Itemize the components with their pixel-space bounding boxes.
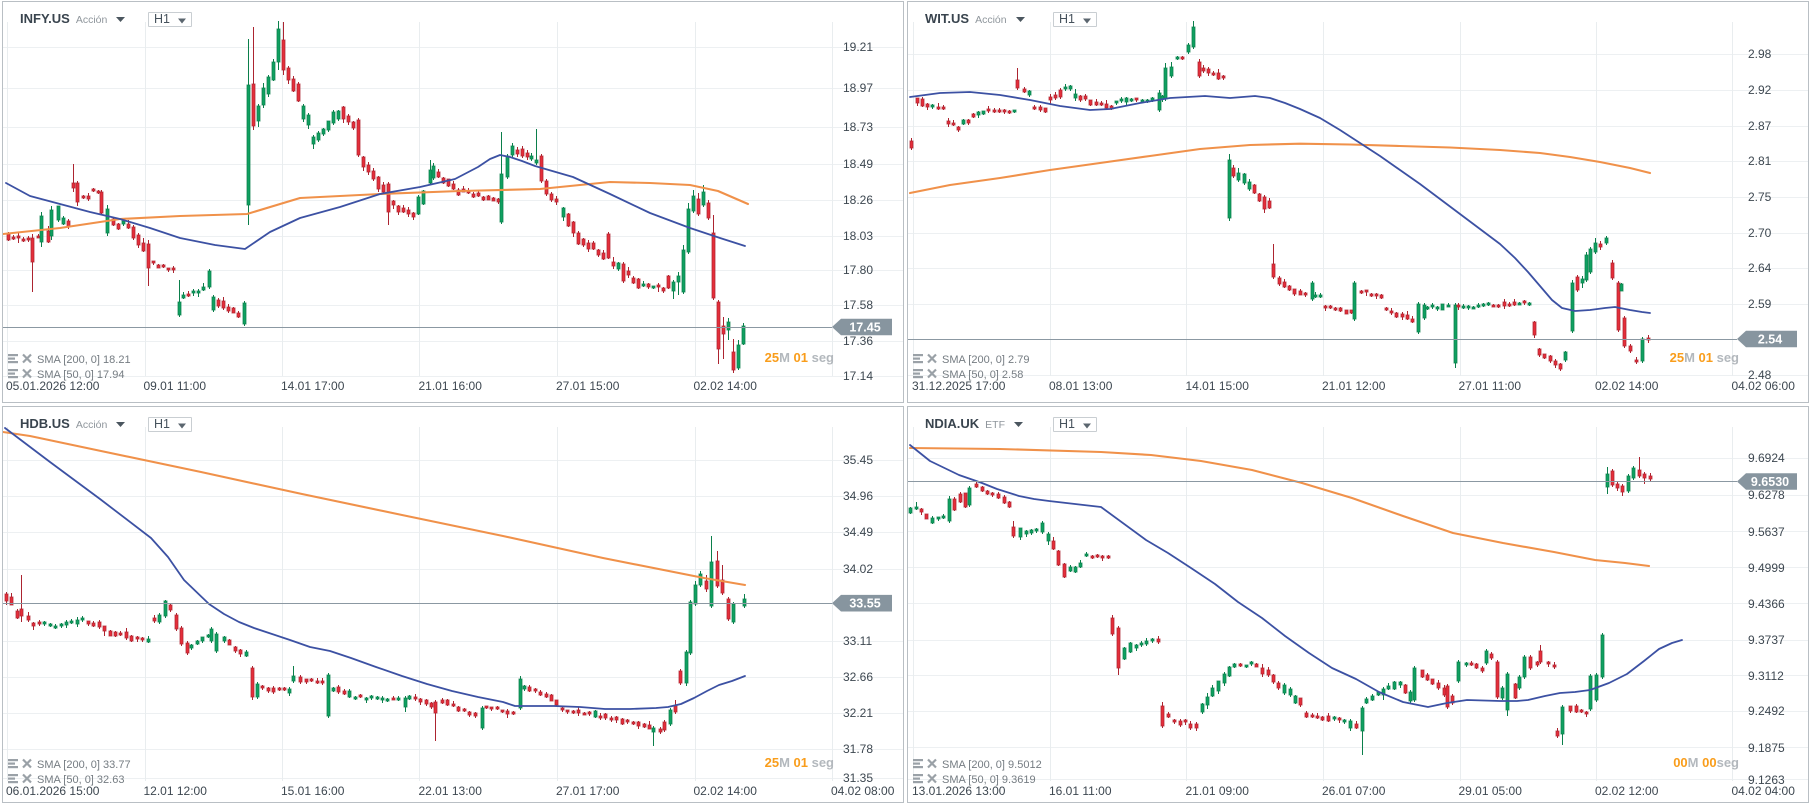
svg-text:17.45: 17.45 xyxy=(849,320,880,334)
svg-text:2.54: 2.54 xyxy=(1758,332,1782,346)
svg-text:9.6530: 9.6530 xyxy=(1751,475,1789,489)
svg-text:33.55: 33.55 xyxy=(849,597,880,611)
